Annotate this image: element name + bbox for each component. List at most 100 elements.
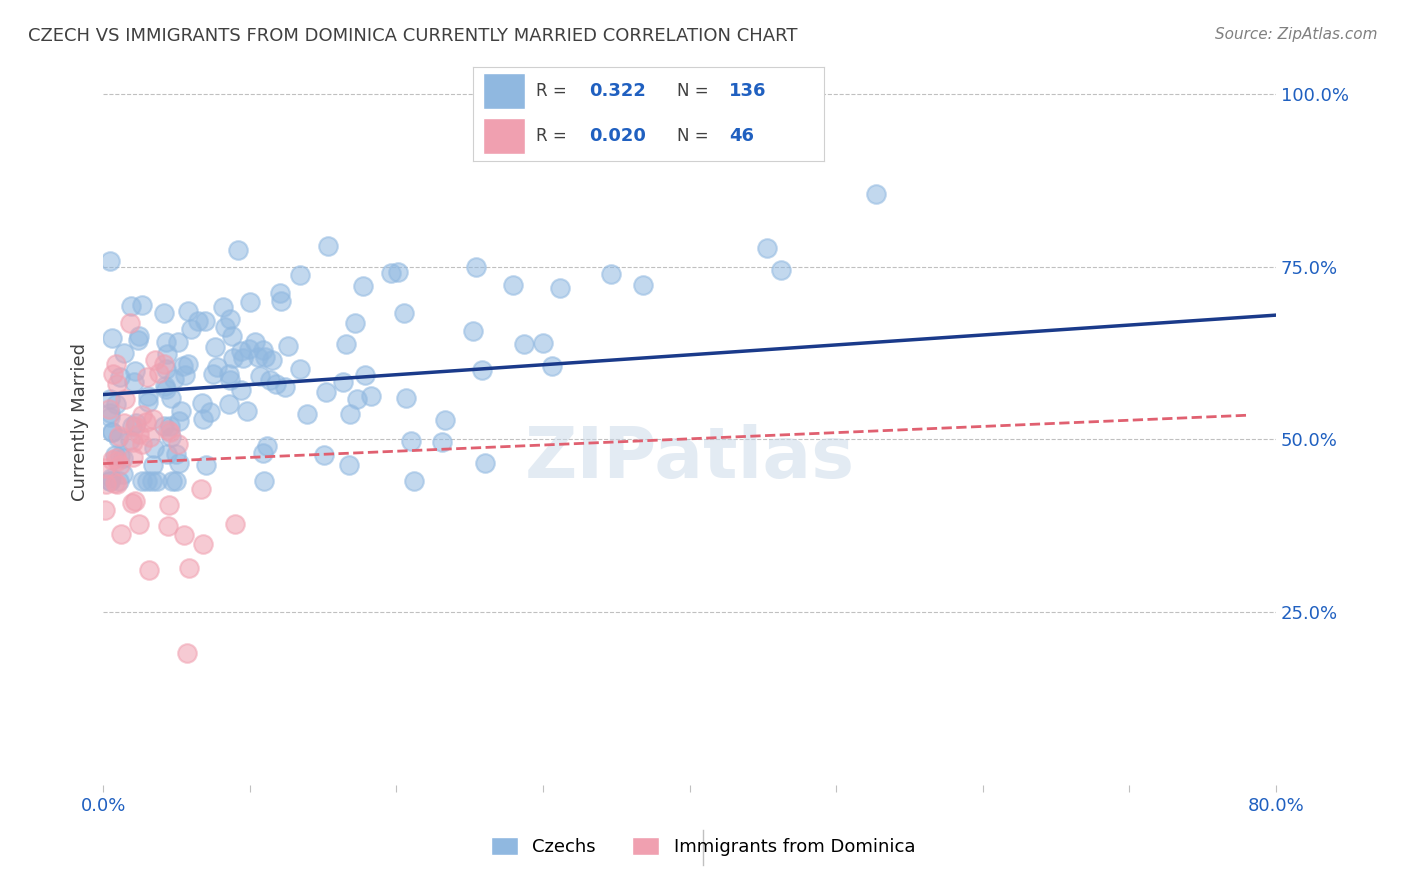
Point xyxy=(277,339,299,353)
Point xyxy=(159,430,181,444)
Point xyxy=(107,431,129,445)
Point xyxy=(111,467,134,482)
Y-axis label: Currently Married: Currently Married xyxy=(72,343,89,501)
Point xyxy=(122,375,145,389)
Point xyxy=(222,351,245,366)
Point xyxy=(101,453,124,467)
Legend: Czechs, Immigrants from Dominica: Czechs, Immigrants from Dominica xyxy=(482,828,924,865)
Point xyxy=(218,368,240,382)
Point xyxy=(513,337,536,351)
Point xyxy=(194,313,217,327)
Point xyxy=(153,357,176,371)
Point xyxy=(101,425,124,439)
Point xyxy=(235,404,257,418)
Point xyxy=(541,359,564,373)
Point xyxy=(156,347,179,361)
Point xyxy=(101,425,124,439)
Point xyxy=(353,368,375,382)
Point xyxy=(157,498,180,512)
Text: CZECH VS IMMIGRANTS FROM DOMINICA CURRENTLY MARRIED CORRELATION CHART: CZECH VS IMMIGRANTS FROM DOMINICA CURREN… xyxy=(28,27,797,45)
Point xyxy=(172,359,194,373)
Point xyxy=(105,357,128,371)
Point xyxy=(167,456,190,470)
Point xyxy=(159,425,181,440)
Point xyxy=(288,362,311,376)
Point xyxy=(124,493,146,508)
Point xyxy=(100,471,122,485)
Point xyxy=(252,446,274,460)
Point xyxy=(104,475,127,490)
Point xyxy=(252,474,274,488)
Point xyxy=(202,367,225,381)
Point xyxy=(142,458,165,472)
Point xyxy=(247,350,270,364)
Point xyxy=(136,370,159,384)
Point xyxy=(105,377,128,392)
Point xyxy=(120,299,142,313)
Point xyxy=(145,474,167,488)
Point xyxy=(105,450,128,465)
Point xyxy=(214,320,236,334)
Point xyxy=(100,331,122,345)
Point xyxy=(221,329,243,343)
Point xyxy=(121,496,143,510)
Point xyxy=(190,482,212,496)
Text: ZIPatlas: ZIPatlas xyxy=(524,424,855,493)
Point xyxy=(142,412,165,426)
Point xyxy=(218,312,240,326)
Point xyxy=(120,316,142,330)
Point xyxy=(128,426,150,441)
Point xyxy=(548,281,571,295)
Point xyxy=(110,527,132,541)
Point xyxy=(312,448,335,462)
Point xyxy=(170,404,193,418)
Point xyxy=(770,262,793,277)
Point xyxy=(148,367,170,381)
Point xyxy=(212,301,235,315)
Point xyxy=(157,518,180,533)
Point xyxy=(274,379,297,393)
Point xyxy=(108,474,131,488)
Point xyxy=(105,477,128,491)
Point xyxy=(100,392,122,406)
Point xyxy=(104,397,127,411)
Point xyxy=(155,382,177,396)
Point xyxy=(218,396,240,410)
Point xyxy=(269,286,291,301)
Point xyxy=(153,306,176,320)
Point xyxy=(392,306,415,320)
Point xyxy=(131,437,153,451)
Point xyxy=(173,528,195,542)
Point xyxy=(193,412,215,426)
Point xyxy=(112,346,135,360)
Point xyxy=(156,423,179,437)
Point xyxy=(339,407,361,421)
Point xyxy=(96,476,118,491)
Point xyxy=(259,373,281,387)
Point xyxy=(315,385,337,400)
Point xyxy=(756,241,779,255)
Point xyxy=(135,474,157,488)
Point xyxy=(165,448,187,462)
Point xyxy=(224,517,246,532)
Point xyxy=(124,364,146,378)
Point xyxy=(502,278,524,293)
Point xyxy=(122,450,145,464)
Point xyxy=(153,379,176,393)
Point xyxy=(159,419,181,434)
Point xyxy=(239,295,262,310)
Point xyxy=(159,392,181,406)
Point xyxy=(180,322,202,336)
Point xyxy=(600,267,623,281)
Point xyxy=(434,413,457,427)
Point xyxy=(463,325,485,339)
Point xyxy=(430,434,453,449)
Point xyxy=(177,561,200,575)
Point xyxy=(124,419,146,434)
Point xyxy=(174,368,197,383)
Point xyxy=(387,265,409,279)
Point xyxy=(474,456,496,470)
Point xyxy=(131,409,153,423)
Point xyxy=(163,372,186,386)
Point xyxy=(108,458,131,472)
